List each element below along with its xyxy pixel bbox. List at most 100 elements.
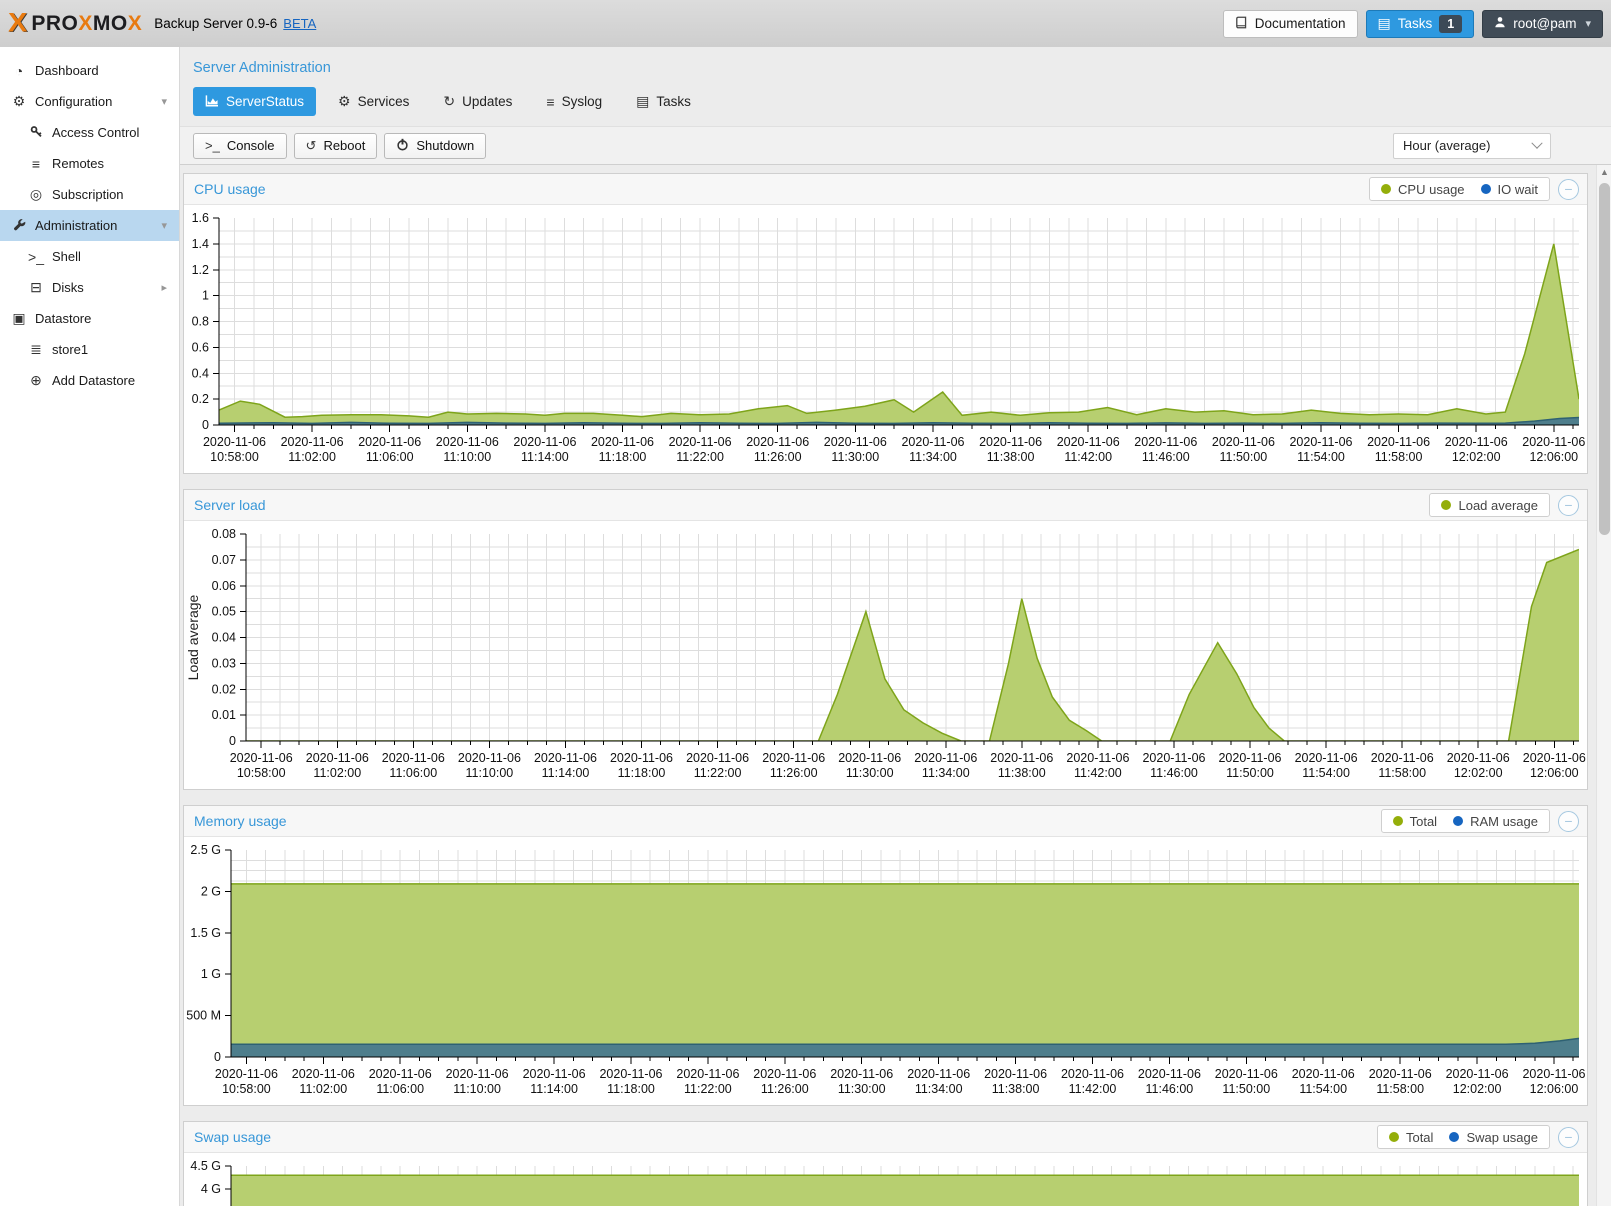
chart-cpu-usage: 00.20.40.60.811.21.41.62020-11-0610:58:0… (184, 205, 1587, 468)
svg-text:11:42:00: 11:42:00 (1074, 766, 1122, 780)
top-header: X PROXMOX Backup Server 0.9-6 BETA Docum… (0, 0, 1611, 47)
shutdown-icon (396, 138, 409, 154)
chevron-right-icon[interactable]: ▸ (161, 282, 167, 294)
syslog-icon: ≡ (546, 93, 555, 110)
user-menu-button[interactable]: root@pam ▾ (1482, 9, 1603, 38)
collapse-panel-button[interactable]: − (1558, 1126, 1579, 1148)
tab-tasks[interactable]: ▤ Tasks (624, 87, 703, 116)
chevron-down-icon[interactable]: ▾ (161, 220, 167, 232)
panel-title: Server load (194, 497, 266, 513)
collapse-panel-button[interactable]: − (1558, 494, 1579, 516)
svg-text:11:14:00: 11:14:00 (530, 1082, 578, 1096)
svg-text:2020-11-06: 2020-11-06 (446, 1067, 509, 1081)
reboot-button[interactable]: ↺ Reboot (293, 132, 378, 159)
svg-text:2020-11-06: 2020-11-06 (1523, 751, 1586, 765)
svg-text:12:02:00: 12:02:00 (1452, 450, 1501, 464)
svg-text:2020-11-06: 2020-11-06 (1446, 1067, 1509, 1081)
tab-syslog[interactable]: ≡ Syslog (534, 87, 614, 116)
svg-text:11:26:00: 11:26:00 (770, 766, 818, 780)
scrollbar-thumb[interactable] (1599, 183, 1610, 535)
legend-label: IO wait (1497, 181, 1538, 197)
tab-serverstatus[interactable]: ServerStatus (193, 87, 317, 116)
beta-link[interactable]: BETA (283, 16, 317, 31)
collapse-panel-button[interactable]: − (1558, 178, 1579, 200)
sidebar-item-label: Add Datastore (52, 373, 136, 388)
sidebar-item-configuration[interactable]: ⚙ Configuration ▾ (0, 86, 179, 117)
panel-cpu-usage: CPU usage CPU usage IO wait − 0 0.2 0.4 0.6 0.8 1… (183, 173, 1588, 474)
store-icon: ≣ (30, 341, 42, 357)
svg-text:2020-11-06: 2020-11-06 (1522, 1067, 1585, 1081)
sidebar-item-administration[interactable]: Administration ▾ (0, 210, 179, 241)
chevron-down-icon[interactable]: ▾ (161, 96, 167, 108)
panel-body: 0 0.2 0.4 0.6 0.8 1 1.2 1.4 1.6 2020-11-06 10:58:0… (184, 204, 1587, 473)
svg-text:11:02:00: 11:02:00 (299, 1082, 347, 1096)
svg-text:2020-11-06: 2020-11-06 (1142, 751, 1205, 765)
time-range-value: Hour (average) (1403, 138, 1491, 153)
vertical-scrollbar[interactable]: ▲ ▼ (1596, 165, 1611, 1206)
tab-label: Services (357, 94, 410, 109)
svg-text:11:06:00: 11:06:00 (376, 1082, 424, 1096)
scroll-up-arrow[interactable]: ▲ (1600, 167, 1609, 177)
chart-legend: CPU usage IO wait (1369, 177, 1550, 201)
svg-text:0.8: 0.8 (192, 315, 209, 329)
sidebar-item-subscription[interactable]: ◎ Subscription (0, 179, 179, 210)
configuration-icon: ⚙ (12, 93, 26, 109)
sidebar-item-disks[interactable]: ⊟ Disks ▸ (0, 272, 179, 303)
svg-text:12:02:00: 12:02:00 (1453, 1082, 1502, 1096)
sidebar-item-add-datastore[interactable]: ⊕ Add Datastore (0, 365, 179, 396)
svg-text:1.2: 1.2 (192, 263, 209, 277)
collapse-panel-button[interactable]: − (1558, 810, 1579, 832)
svg-text:0.01: 0.01 (212, 708, 236, 722)
svg-text:0.08: 0.08 (212, 527, 236, 541)
documentation-button[interactable]: Documentation (1222, 9, 1358, 38)
legend-dot-icon (1480, 184, 1491, 194)
svg-text:2020-11-06: 2020-11-06 (458, 751, 521, 765)
tab-services[interactable]: ⚙ Services (326, 87, 421, 116)
sidebar-item-access-control[interactable]: Access Control (0, 117, 179, 148)
svg-text:2020-11-06: 2020-11-06 (838, 751, 901, 765)
chart-legend: Load average (1429, 493, 1550, 517)
tasks-icon: ▤ (636, 93, 650, 109)
sidebar-item-datastore[interactable]: ▣ Datastore (0, 303, 179, 334)
svg-text:11:34:00: 11:34:00 (922, 766, 970, 780)
user-icon (1494, 16, 1506, 31)
time-range-select[interactable]: Hour (average) (1393, 132, 1551, 159)
tab-updates[interactable]: ↻ Updates (431, 87, 524, 116)
sidebar-item-label: Configuration (35, 94, 113, 109)
legend-item: Total (1388, 1130, 1433, 1145)
svg-text:11:22:00: 11:22:00 (676, 450, 724, 464)
shutdown-button[interactable]: Shutdown (384, 132, 487, 159)
svg-text:2020-11-06: 2020-11-06 (436, 435, 499, 449)
proxmox-logo[interactable]: X PROXMOX (8, 7, 142, 40)
svg-text:2020-11-06: 2020-11-06 (610, 751, 673, 765)
sidebar-item-store1[interactable]: ≣ store1 (0, 334, 179, 365)
svg-text:2020-11-06: 2020-11-06 (1292, 1067, 1355, 1081)
tasks-label: Tasks (1397, 16, 1433, 31)
sidebar-item-shell[interactable]: >_ Shell (0, 241, 179, 272)
svg-text:2020-11-06: 2020-11-06 (1369, 1067, 1432, 1081)
console-button[interactable]: >_ Console (193, 132, 287, 159)
chart-legend: Total RAM usage (1380, 809, 1550, 833)
svg-text:2020-11-06: 2020-11-06 (901, 435, 964, 449)
svg-text:2020-11-06: 2020-11-06 (914, 751, 977, 765)
svg-text:11:46:00: 11:46:00 (1150, 766, 1198, 780)
sidebar-item-remotes[interactable]: ≡ Remotes (0, 148, 179, 179)
tasks-button[interactable]: ▤ Tasks 1 (1365, 9, 1475, 38)
svg-text:2020-11-06: 2020-11-06 (1289, 435, 1352, 449)
tab-label: Syslog (561, 94, 603, 109)
svg-text:10:58:00: 10:58:00 (237, 766, 286, 780)
svg-text:0.07: 0.07 (212, 553, 236, 567)
svg-text:2 G: 2 G (201, 884, 221, 898)
panel-header: Swap usage Total Swap usage − (184, 1122, 1587, 1152)
svg-text:10:58:00: 10:58:00 (210, 450, 259, 464)
svg-text:0: 0 (229, 734, 236, 748)
sidebar-item-dashboard[interactable]: ◔ Dashboard (0, 55, 179, 86)
svg-text:Load average: Load average (185, 594, 201, 680)
svg-text:0.06: 0.06 (212, 579, 236, 593)
svg-text:2020-11-06: 2020-11-06 (669, 435, 732, 449)
legend-item: IO wait (1480, 181, 1538, 197)
svg-text:11:10:00: 11:10:00 (443, 450, 491, 464)
svg-text:11:06:00: 11:06:00 (366, 450, 414, 464)
